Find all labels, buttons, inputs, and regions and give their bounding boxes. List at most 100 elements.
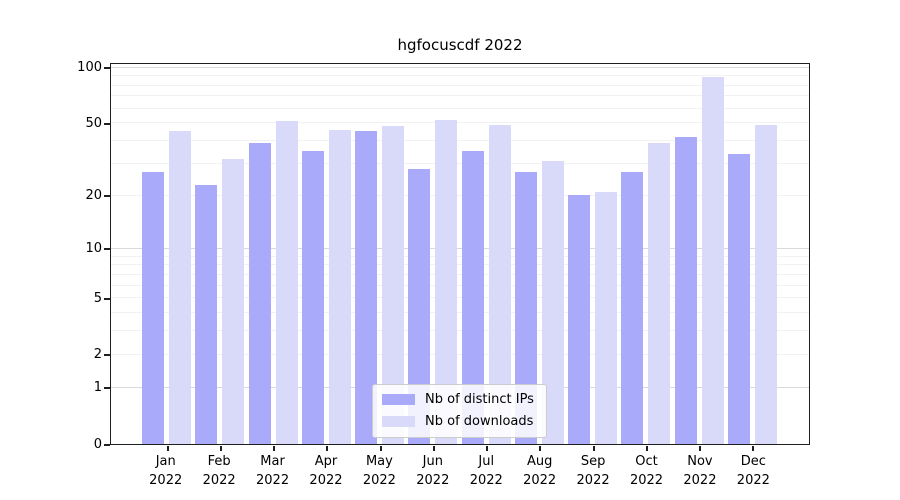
legend-swatch-distinct-ips	[382, 394, 415, 405]
bar-apr-nb-of-distinct-ips	[301, 151, 324, 444]
bar-sep-nb-of-downloads	[595, 191, 618, 444]
gridline-4	[111, 312, 809, 314]
bar-aug-nb-of-distinct-ips	[514, 171, 537, 444]
legend-swatch-downloads	[382, 416, 415, 427]
y-tick-label-100: 100	[77, 60, 102, 76]
gridline-50	[111, 122, 809, 124]
x-tick-mark-aug	[539, 446, 542, 451]
bars-area	[140, 64, 779, 451]
bar-dec-nb-of-downloads	[754, 124, 777, 444]
bar-nov-nb-of-distinct-ips	[674, 136, 697, 444]
x-tick-mark-sep	[592, 446, 595, 451]
legend-label-distinct-ips: Nb of distinct IPs	[425, 392, 534, 407]
gridline-5	[111, 297, 809, 299]
month-group-jul	[460, 64, 513, 451]
y-tick-mark-10	[104, 248, 110, 251]
x-tick-mark-jun	[432, 446, 435, 451]
x-axis-labels: Jan 2022 Feb 2022 Mar 2022 Apr 2022 May 2022 Jun 20…	[139, 452, 780, 490]
gridline-6	[111, 284, 809, 286]
bar-aug-nb-of-downloads	[541, 161, 564, 444]
gridline-7	[111, 273, 809, 275]
y-axis-labels: 0 1 2 5 10 20 50 100	[0, 60, 102, 452]
x-tick-label-nov: Nov 2022	[683, 454, 717, 488]
x-tick-mark-nov	[699, 446, 702, 451]
bar-feb-nb-of-distinct-ips	[195, 184, 218, 444]
month-group-mar	[247, 64, 300, 451]
y-tick-mark-50	[104, 122, 110, 125]
bar-nov-nb-of-downloads	[701, 76, 724, 444]
month-group-aug	[513, 64, 566, 451]
legend-item-downloads: Nb of downloads	[382, 414, 534, 429]
x-tick-label-jul: Jul 2022	[469, 454, 503, 488]
x-tick-label-sep: Sep 2022	[576, 454, 610, 488]
gridline-9	[111, 255, 809, 257]
y-tick-label-10: 10	[85, 241, 102, 257]
gridline-100	[111, 66, 809, 68]
gridline-10	[111, 247, 809, 249]
bar-mar-nb-of-downloads	[275, 121, 298, 444]
bar-feb-nb-of-downloads	[222, 158, 245, 444]
x-tick-label-apr: Apr 2022	[309, 454, 343, 488]
y-tick-mark-0	[104, 444, 110, 446]
y-tick-mark-2	[104, 354, 110, 357]
month-group-may	[353, 64, 406, 451]
x-tick-mark-feb	[219, 446, 222, 451]
gridline-8	[111, 264, 809, 266]
bar-oct-nb-of-distinct-ips	[621, 171, 644, 444]
gridline-20	[111, 194, 809, 196]
x-tick-label-feb: Feb 2022	[202, 454, 236, 488]
x-tick-label-jan: Jan 2022	[149, 454, 183, 488]
x-tick-mark-jan	[166, 446, 169, 451]
month-group-sep	[566, 64, 619, 451]
x-tick-label-oct: Oct 2022	[629, 454, 664, 488]
chart-title: hgfocuscdf 2022	[397, 36, 523, 54]
gridline-3	[111, 330, 809, 332]
bar-jul-nb-of-distinct-ips	[461, 151, 484, 444]
legend: Nb of distinct IPs Nb of downloads	[372, 384, 547, 438]
bar-jun-nb-of-distinct-ips	[408, 169, 431, 444]
bar-mar-nb-of-distinct-ips	[248, 142, 271, 444]
x-tick-mark-dec	[752, 446, 755, 451]
y-tick-label-1: 1	[93, 380, 102, 396]
gridline-2	[111, 353, 809, 355]
gridline-70	[111, 95, 809, 97]
bar-jul-nb-of-downloads	[488, 124, 511, 444]
bar-sep-nb-of-distinct-ips	[568, 195, 591, 444]
y-tick-mark-100	[104, 67, 110, 70]
y-tick-mark-1	[104, 387, 110, 390]
bar-jan-nb-of-downloads	[169, 131, 192, 444]
x-tick-mark-mar	[273, 446, 276, 451]
y-tick-mark-5	[104, 297, 110, 300]
gridline-30	[111, 163, 809, 165]
month-group-nov	[673, 64, 726, 451]
y-tick-label-5: 5	[93, 290, 102, 306]
month-group-feb	[193, 64, 246, 451]
bar-dec-nb-of-distinct-ips	[727, 153, 750, 444]
y-tick-label-2: 2	[93, 347, 102, 363]
month-group-dec	[726, 64, 779, 451]
bar-oct-nb-of-downloads	[648, 142, 671, 444]
month-group-apr	[300, 64, 353, 451]
bar-apr-nb-of-downloads	[328, 129, 351, 444]
legend-item-distinct-ips: Nb of distinct IPs	[382, 392, 534, 407]
legend-label-downloads: Nb of downloads	[425, 414, 534, 429]
bar-may-nb-of-distinct-ips	[355, 131, 378, 444]
x-tick-label-may: May 2022	[362, 454, 396, 488]
y-tick-label-0: 0	[93, 437, 102, 452]
month-group-jun	[406, 64, 459, 451]
y-axis-ticks	[103, 63, 110, 446]
month-group-oct	[619, 64, 672, 451]
x-tick-mark-apr	[326, 446, 329, 451]
y-tick-label-20: 20	[85, 188, 102, 204]
x-tick-label-jun: Jun 2022	[416, 454, 450, 488]
bar-jan-nb-of-distinct-ips	[142, 171, 165, 444]
x-tick-mark-oct	[645, 446, 648, 451]
y-tick-mark-20	[104, 195, 110, 198]
x-tick-label-aug: Aug 2022	[523, 454, 557, 488]
month-group-jan	[140, 64, 193, 451]
plot-area: Nb of distinct IPs Nb of downloads	[110, 63, 810, 451]
gridline-80	[111, 84, 809, 86]
y-tick-label-50: 50	[85, 115, 102, 131]
bar-may-nb-of-downloads	[382, 126, 405, 444]
